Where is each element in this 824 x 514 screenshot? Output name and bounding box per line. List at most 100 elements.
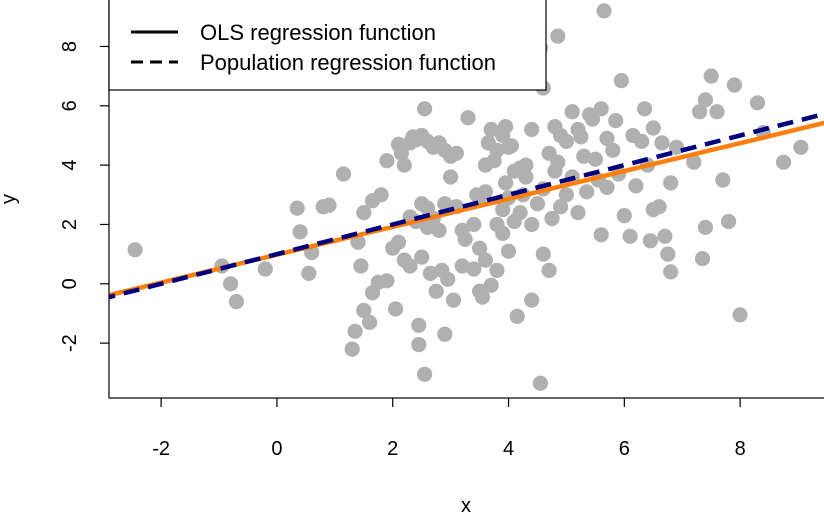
data-point [518,169,534,185]
x-tick-label: 4 [503,438,514,460]
data-point [576,148,592,164]
data-point [553,199,569,215]
x-tick-label: 8 [735,438,746,460]
data-point [500,243,517,259]
data-point [625,127,641,144]
data-point [431,222,447,238]
data-point [524,121,540,138]
data-point [483,277,499,293]
data-point [483,121,499,138]
data-point [480,135,496,151]
data-point [498,175,514,191]
legend: OLS regression function Population regre… [108,0,547,91]
data-point [228,294,244,310]
regression-lines [109,111,824,300]
data-point [350,234,366,250]
data-point [570,205,586,221]
data-point [477,157,493,173]
data-point [599,179,615,195]
data-point [532,375,549,391]
data-point [127,242,143,258]
data-point [613,73,630,89]
data-point [223,276,239,292]
data-point [732,307,748,323]
data-point [642,233,659,249]
data-point [524,216,540,233]
data-point [657,228,673,244]
y-axis: -2 0 2 4 6 8 [59,41,109,352]
data-point [660,246,676,262]
data-point [474,289,491,305]
data-point [405,129,421,145]
data-point [292,224,308,240]
data-point [469,187,485,203]
y-tick-label: 6 [59,100,81,111]
data-point [356,302,372,319]
y-tick-label: 8 [59,41,81,52]
data-point [608,113,624,129]
data-point [347,323,363,339]
data-point [466,261,482,277]
data-point [414,249,430,265]
legend-box [108,0,547,91]
data-point [593,227,609,243]
data-point [417,366,433,382]
legend-label-population: Population regression function [200,50,496,75]
data-point [584,111,601,127]
y-tick-label: 2 [59,219,81,230]
x-axis-title: x [461,495,471,514]
data-point [544,210,560,227]
x-axis: -2 0 2 4 6 8 [152,398,746,460]
data-point [558,187,575,203]
data-point [663,175,679,191]
data-point [697,92,714,108]
data-point [749,95,766,111]
data-point [776,154,792,170]
data-point [489,262,505,278]
data-point [466,216,482,233]
data-point [460,110,476,126]
y-axis-title: y [0,194,20,204]
y-tick-label: 4 [59,160,81,171]
data-point [370,274,386,290]
ols-regression-line [109,120,824,298]
data-point [379,153,395,169]
data-point [628,178,644,194]
plot-frame [108,0,824,399]
data-point [457,231,473,247]
data-point [558,133,575,149]
data-point [419,200,436,216]
data-point [437,196,453,212]
data-point [663,264,679,280]
data-point [605,142,621,158]
data-point [495,202,511,218]
data-point [715,172,731,188]
y-tick-label: 0 [59,278,81,289]
data-point [503,138,519,154]
data-point [668,139,685,155]
data-point [564,104,580,120]
data-point [541,262,557,278]
data-point [498,119,514,135]
data-point [344,341,360,357]
data-point [579,184,595,200]
data-point [440,271,456,287]
data-point [362,314,378,330]
data-point [411,337,427,353]
data-point [428,283,444,299]
data-point [393,145,409,161]
data-point [550,28,566,44]
data-point [709,104,725,120]
data-point [622,228,638,244]
data-point [437,326,453,342]
data-point [448,145,464,161]
x-tick-label: 6 [619,438,630,460]
data-point [443,169,459,185]
data-point [417,101,433,117]
data-point [703,68,719,84]
data-point [301,265,317,281]
data-point [637,101,653,117]
data-point [721,213,737,230]
data-point [697,219,714,235]
data-point [599,130,615,146]
